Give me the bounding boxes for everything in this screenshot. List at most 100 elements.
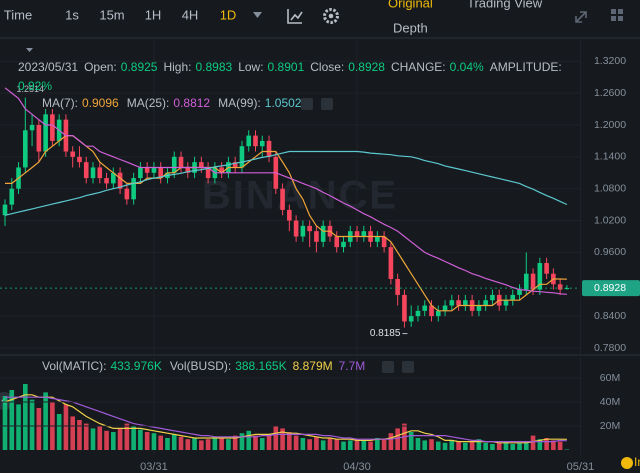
interval-button[interactable]: 1s (65, 7, 79, 22)
volume-bar (70, 416, 75, 450)
volume-bar (232, 435, 238, 450)
legend-value: 0.8812 (173, 96, 210, 110)
candle-body (138, 167, 143, 179)
volume-bar (517, 442, 522, 450)
view-tab[interactable]: Trading View (467, 0, 543, 10)
candle-body (104, 178, 109, 184)
field-value: 0.8928 (348, 60, 385, 74)
candle-body (111, 172, 116, 184)
volume-bar (23, 384, 28, 450)
volume-bar (510, 444, 516, 450)
interval-button[interactable]: 1D (220, 7, 237, 22)
volume-bar (395, 428, 400, 450)
y-tick-label: 1.3200 (594, 55, 626, 67)
ma-line (4, 150, 568, 216)
badge-icon[interactable] (621, 457, 633, 469)
candle-body (361, 231, 367, 237)
field-value: 0.92% (18, 79, 52, 93)
volume-bar (320, 440, 326, 450)
legend-name: Vol(BUSD): (170, 359, 231, 373)
volume-bar (530, 435, 536, 450)
y-tick-label: 40M (600, 396, 620, 408)
volume-bar (347, 440, 353, 450)
candle-body (415, 310, 421, 317)
collapse-toggle[interactable] (26, 48, 33, 52)
candle-body (388, 247, 394, 279)
interval-button[interactable]: Time (4, 7, 32, 22)
field-label: Open: (84, 60, 117, 74)
field-value: 0.8983 (195, 60, 232, 74)
candle-body (43, 114, 48, 152)
volume-bar (151, 433, 157, 450)
volume-bar (544, 438, 549, 450)
candle-body (537, 263, 543, 290)
candle-body (97, 167, 103, 179)
y-tick-label: 1.2600 (594, 87, 626, 99)
volume-bar (314, 436, 319, 450)
volume-bar (63, 404, 69, 450)
volume-bar (408, 432, 414, 450)
volume-bar (185, 439, 191, 450)
legend-icon[interactable] (382, 361, 394, 373)
volume-bar (246, 430, 252, 450)
overlay: 1.2514 0.8185 0.8928 2023/05/31 Open: 0.8925 H… (0, 60, 640, 373)
view-tab[interactable]: Original (388, 0, 433, 10)
candle-body (239, 146, 245, 168)
volume-bar (178, 436, 184, 450)
volume-bar (171, 434, 177, 450)
interval-button[interactable]: 4H (182, 7, 199, 22)
volume-bar (205, 439, 211, 450)
volume-bar (9, 390, 15, 450)
candle-body (171, 156, 177, 173)
volume-bar (422, 440, 428, 450)
view-tab[interactable]: Depth (393, 20, 428, 35)
candle-body (517, 289, 522, 295)
fullscreen-icon[interactable] (575, 11, 587, 23)
candle-body (29, 124, 35, 131)
volume-bar (449, 440, 455, 450)
y-tick-label: 0.8400 (594, 310, 626, 322)
candle-body (530, 273, 536, 290)
legend-icon[interactable] (301, 98, 313, 110)
legend-value: 433.976K (110, 359, 161, 373)
badge-text[interactable]: In (634, 455, 640, 469)
legend-value: 1.0502 (265, 96, 302, 110)
candle-body (523, 273, 529, 290)
legend-icon[interactable] (321, 98, 333, 110)
legend-value: 0.9096 (82, 96, 119, 110)
candle-body (557, 284, 563, 290)
candle-body (246, 135, 252, 147)
volume-bar (273, 426, 279, 450)
interval-button[interactable]: 15m (99, 7, 124, 22)
volume-bar (503, 441, 509, 450)
volume-bar (557, 441, 563, 450)
field-label: AMPLITUDE: (490, 60, 562, 74)
current-price-box (582, 280, 640, 297)
candle-body (185, 167, 191, 173)
candle-body (117, 172, 123, 189)
volume-bar (442, 442, 448, 450)
interval-dropdown[interactable] (253, 12, 262, 18)
candle-body (300, 225, 306, 237)
indicator-icon[interactable] (287, 9, 303, 24)
volume-bar (334, 439, 340, 450)
settings-icon[interactable] (323, 8, 339, 24)
candle-body (280, 188, 285, 210)
volume-bar (97, 426, 103, 450)
volume-bar (463, 442, 468, 450)
layout-icon[interactable] (611, 9, 623, 21)
y-tick-label: 1.0800 (594, 182, 626, 194)
ma-line (5, 135, 567, 312)
volume-bar (287, 432, 292, 450)
legend-icon[interactable] (402, 361, 414, 373)
interval-button[interactable]: 1H (145, 7, 162, 22)
field-label: Low: (238, 60, 263, 74)
y-tick-label: 20M (600, 420, 620, 432)
volume-legend: Vol(MATIC): 433.976K Vol(BUSD): 388.165K 8.8… (42, 359, 365, 373)
volume-bar (138, 429, 143, 450)
volume-bar (2, 396, 8, 450)
candle-body (131, 178, 136, 200)
x-tick-label: 03/31 (140, 461, 168, 473)
volume-bar (239, 433, 245, 450)
